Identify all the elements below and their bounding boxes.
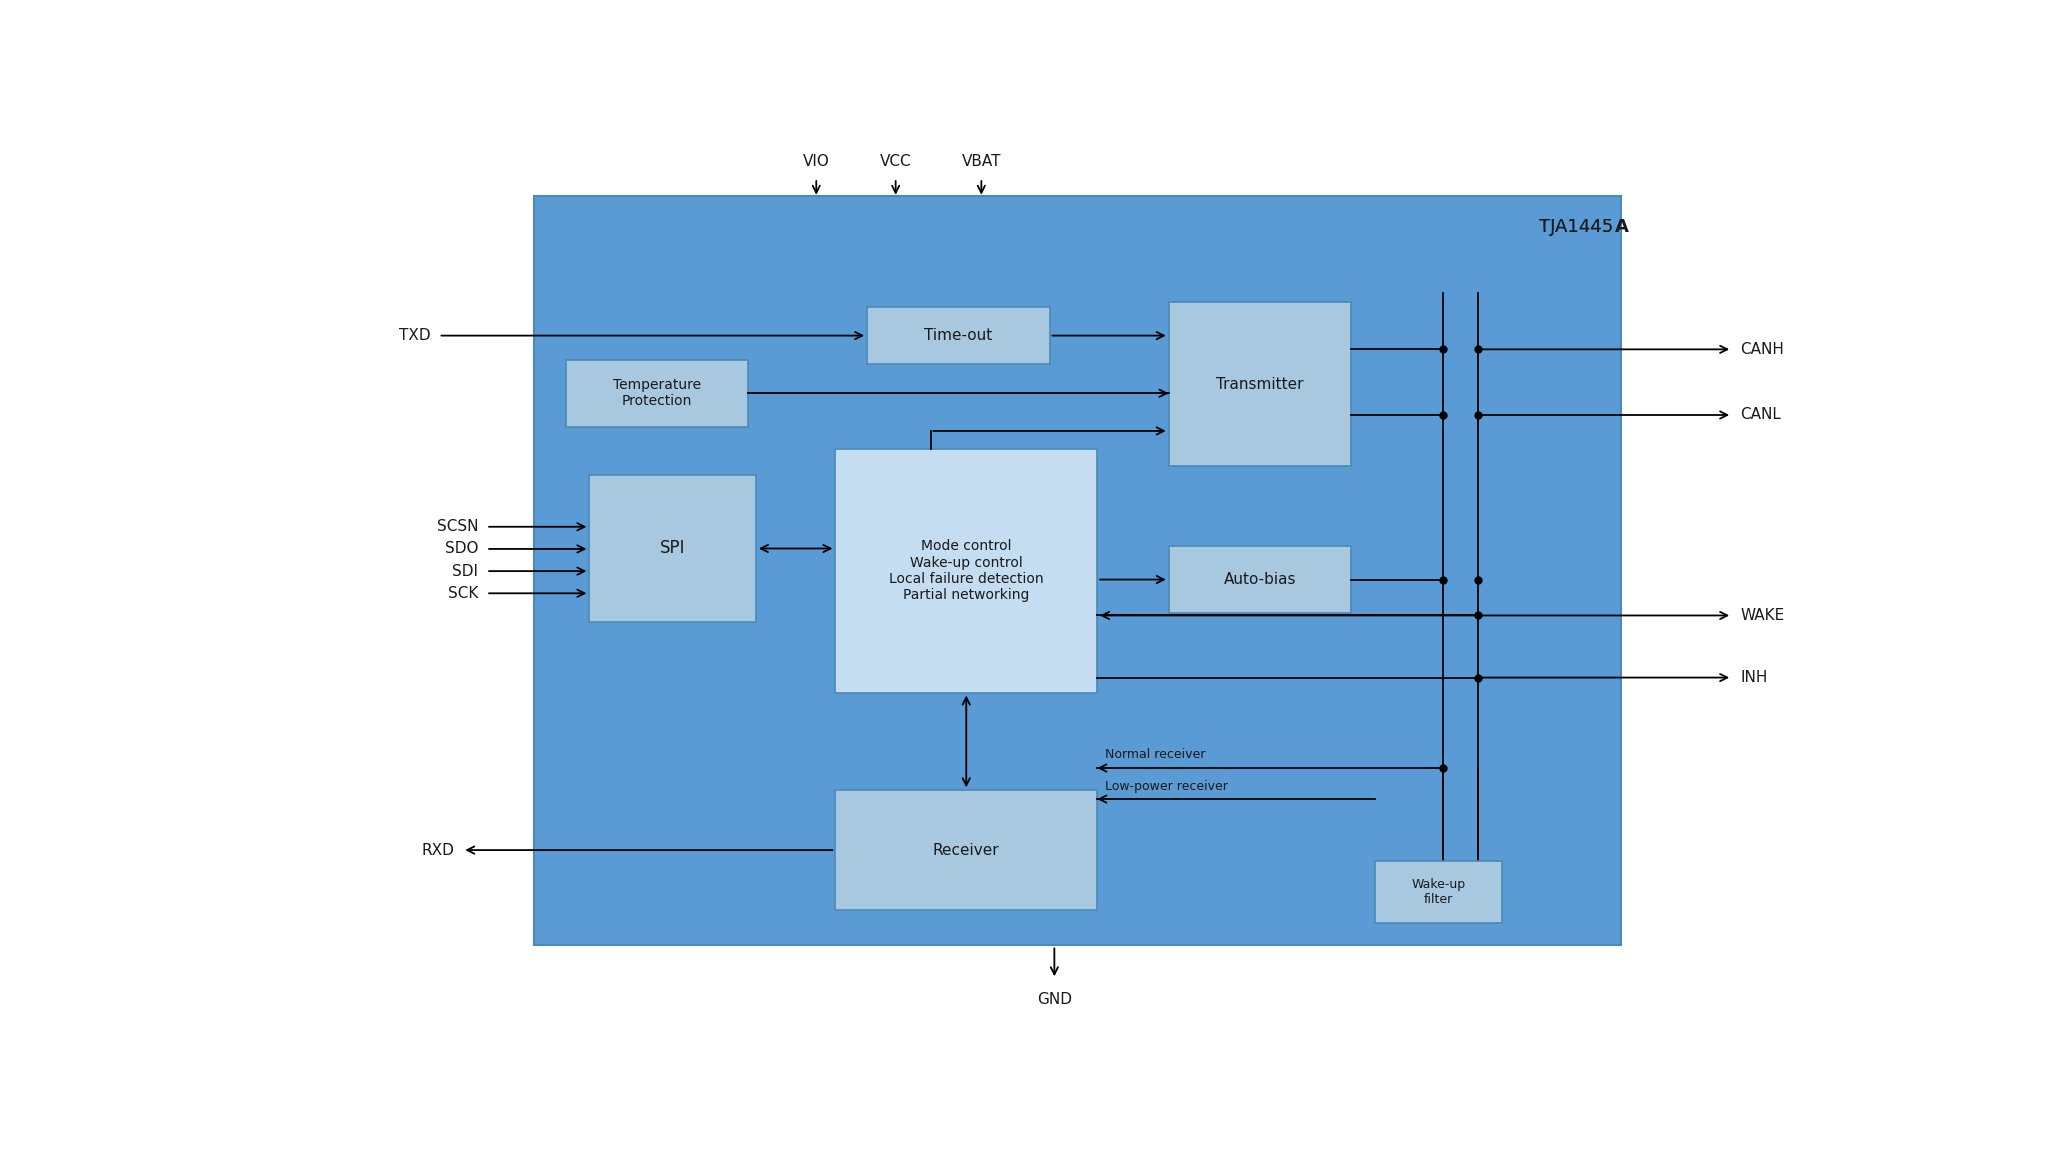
Bar [836, 790, 1098, 910]
Text: VCC: VCC [881, 154, 911, 169]
Text: CANH: CANH [1741, 342, 1784, 357]
Bar [1169, 302, 1352, 467]
Bar [1374, 862, 1501, 923]
Text: Normal receiver: Normal receiver [1106, 748, 1206, 761]
Text: Low-power receiver: Low-power receiver [1106, 780, 1229, 793]
Text: TXD: TXD [399, 328, 430, 343]
Text: CANL: CANL [1741, 408, 1782, 423]
Text: SDO: SDO [444, 541, 477, 556]
Text: SCK: SCK [449, 585, 477, 601]
Text: Wake-up
filter: Wake-up filter [1411, 878, 1466, 907]
Bar [565, 359, 748, 426]
Text: TJA1445A: TJA1445A [1526, 218, 1614, 236]
Bar [836, 449, 1098, 692]
Text: SPI: SPI [659, 539, 686, 558]
Text: SDI: SDI [453, 563, 477, 578]
Text: RXD: RXD [422, 842, 455, 857]
Text: A: A [1614, 218, 1628, 236]
Bar [866, 306, 1049, 364]
Text: Time-out: Time-out [924, 328, 993, 343]
Bar [535, 196, 1622, 946]
Text: VIO: VIO [803, 154, 829, 169]
Text: Auto-bias: Auto-bias [1223, 573, 1296, 588]
Text: Transmitter: Transmitter [1217, 377, 1305, 392]
Text: TJA1445: TJA1445 [1538, 218, 1614, 236]
Text: Temperature
Protection: Temperature Protection [612, 378, 700, 408]
Text: TJA1445: TJA1445 [1538, 218, 1614, 236]
Text: INH: INH [1741, 670, 1767, 685]
Bar [590, 476, 756, 622]
Text: Mode control
Wake-up control
Local failure detection
Partial networking: Mode control Wake-up control Local failu… [889, 539, 1044, 602]
Text: Receiver: Receiver [934, 842, 999, 857]
Bar [1169, 546, 1352, 613]
Text: VBAT: VBAT [963, 154, 1001, 169]
Text: SCSN: SCSN [436, 520, 477, 535]
Text: GND: GND [1036, 992, 1071, 1007]
Text: WAKE: WAKE [1741, 608, 1784, 623]
